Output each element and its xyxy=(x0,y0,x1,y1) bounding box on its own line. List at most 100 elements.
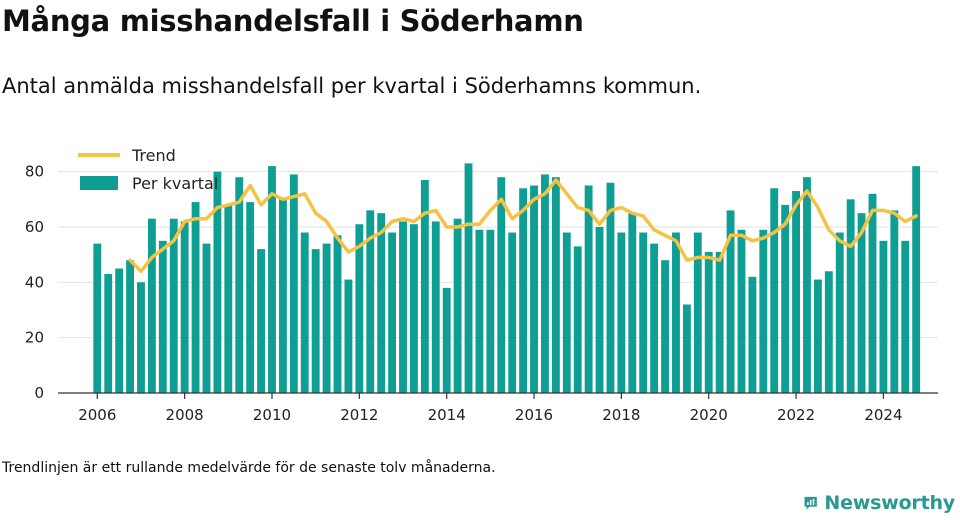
bar xyxy=(573,246,582,393)
bar xyxy=(541,174,549,393)
bars-layer xyxy=(93,163,921,393)
bar xyxy=(803,177,811,393)
footnote: Trendlinjen är ett rullande medelvärde f… xyxy=(2,460,496,476)
bar-line-chart: 0 20 40 60 80 2006 2008 2010 2012 2014 2016 2018 202… xyxy=(25,146,938,424)
y-tick-label: 0 xyxy=(34,384,44,402)
x-tick-label: 2020 xyxy=(690,406,728,424)
bar xyxy=(93,243,102,393)
bar xyxy=(246,202,255,393)
bar xyxy=(224,204,233,393)
bar xyxy=(126,260,134,393)
bar xyxy=(704,251,713,393)
bar xyxy=(475,229,484,393)
bar xyxy=(158,240,167,393)
bar xyxy=(584,185,593,393)
bar xyxy=(355,224,364,393)
x-tick-label: 2008 xyxy=(166,406,204,424)
bar xyxy=(508,232,517,393)
x-tick-label: 2012 xyxy=(340,406,378,424)
bar xyxy=(737,229,746,393)
bar xyxy=(726,210,735,393)
bar xyxy=(551,177,560,393)
bar xyxy=(661,260,669,393)
x-tick-label: 2022 xyxy=(777,406,815,424)
bar xyxy=(322,243,331,393)
bar xyxy=(715,251,724,393)
trend-line-layer xyxy=(128,178,918,274)
bar xyxy=(792,191,800,393)
brand-logo[interactable]: Newsworthy xyxy=(803,487,955,519)
bar xyxy=(257,249,266,393)
bar xyxy=(311,249,320,393)
bar xyxy=(104,274,113,393)
bar xyxy=(770,188,779,393)
bar xyxy=(857,213,866,393)
bar xyxy=(890,210,899,393)
bar xyxy=(344,279,353,393)
bar xyxy=(562,232,571,393)
bar xyxy=(453,218,462,393)
bar xyxy=(595,227,604,393)
bar xyxy=(748,276,757,393)
bar xyxy=(377,213,386,393)
bar xyxy=(835,232,844,393)
bar xyxy=(147,218,156,393)
bar xyxy=(268,166,276,393)
y-tick-label: 20 xyxy=(25,329,44,347)
x-tick-label: 2014 xyxy=(428,406,466,424)
bar xyxy=(333,235,342,393)
bar xyxy=(399,221,407,393)
bar xyxy=(617,232,626,393)
bar xyxy=(519,188,528,393)
bar xyxy=(606,182,615,393)
bar xyxy=(486,229,495,393)
bar xyxy=(410,224,418,393)
legend: Trend Per kvartal xyxy=(78,146,218,193)
legend-label-per-kvartal: Per kvartal xyxy=(132,174,218,193)
bar xyxy=(442,287,451,393)
legend-swatch-per-kvartal xyxy=(80,176,118,190)
bar xyxy=(137,282,145,393)
bar xyxy=(628,213,637,393)
bar xyxy=(191,202,200,393)
bar xyxy=(180,221,189,393)
bar xyxy=(879,240,888,393)
bar xyxy=(464,163,473,393)
bar xyxy=(846,199,855,393)
chart-subtitle: Antal anmälda misshandelsfall per kvarta… xyxy=(2,74,702,98)
legend-label-trend: Trend xyxy=(131,146,176,165)
bar xyxy=(639,232,648,393)
x-tick-label: 2018 xyxy=(602,406,640,424)
axis-layer: 0 20 40 60 80 2006 2008 2010 2012 2014 2016 2018 202… xyxy=(25,163,938,424)
x-tick-label: 2006 xyxy=(78,406,116,424)
bar xyxy=(300,232,309,393)
bar xyxy=(235,177,244,393)
bar xyxy=(824,271,833,393)
newsworthy-logo-icon xyxy=(804,496,817,510)
x-tick-label: 2016 xyxy=(515,406,553,424)
chart-title: Många misshandelsfall i Söderhamn xyxy=(2,4,584,38)
bar xyxy=(213,171,222,393)
bar xyxy=(912,166,921,393)
y-tick-label: 60 xyxy=(25,218,44,236)
bar xyxy=(115,268,124,393)
bar xyxy=(901,240,910,393)
x-tick-label: 2010 xyxy=(253,406,291,424)
trend-line xyxy=(128,178,918,274)
x-tick-label: 2024 xyxy=(864,406,902,424)
brand-name: Newsworthy xyxy=(824,492,955,514)
bar xyxy=(650,243,659,393)
bar xyxy=(278,199,287,393)
y-tick-label: 40 xyxy=(25,273,44,291)
bar xyxy=(366,210,375,393)
bar xyxy=(431,221,440,393)
bar xyxy=(202,243,211,393)
y-tick-label: 80 xyxy=(25,163,44,181)
bar xyxy=(682,304,691,393)
bar xyxy=(420,179,429,393)
bar xyxy=(672,232,680,393)
bar xyxy=(693,232,702,393)
bar xyxy=(813,279,822,393)
bar xyxy=(169,218,178,393)
bar xyxy=(781,204,790,393)
